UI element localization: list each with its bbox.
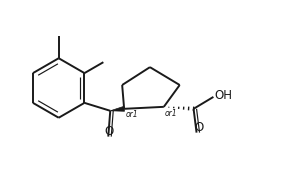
Text: or1: or1: [165, 109, 177, 118]
Text: or1: or1: [126, 110, 139, 119]
Text: OH: OH: [214, 89, 232, 102]
Text: O: O: [194, 121, 203, 134]
Polygon shape: [110, 106, 124, 111]
Text: O: O: [105, 125, 114, 138]
